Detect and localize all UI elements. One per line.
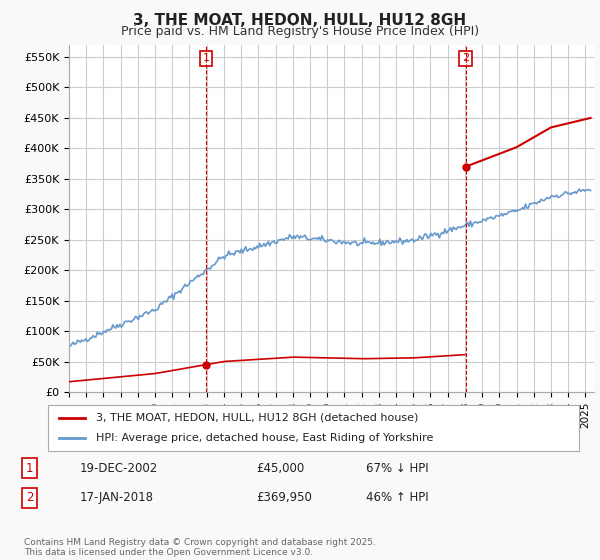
Text: 3, THE MOAT, HEDON, HULL, HU12 8GH (detached house): 3, THE MOAT, HEDON, HULL, HU12 8GH (deta… — [96, 413, 418, 423]
Text: Contains HM Land Registry data © Crown copyright and database right 2025.
This d: Contains HM Land Registry data © Crown c… — [24, 538, 376, 557]
Text: 1: 1 — [26, 462, 33, 475]
Text: Price paid vs. HM Land Registry's House Price Index (HPI): Price paid vs. HM Land Registry's House … — [121, 25, 479, 38]
Text: 3, THE MOAT, HEDON, HULL, HU12 8GH: 3, THE MOAT, HEDON, HULL, HU12 8GH — [133, 13, 467, 28]
Text: HPI: Average price, detached house, East Riding of Yorkshire: HPI: Average price, detached house, East… — [96, 433, 433, 443]
Text: £369,950: £369,950 — [256, 491, 312, 504]
Text: 46% ↑ HPI: 46% ↑ HPI — [366, 491, 429, 504]
Text: £45,000: £45,000 — [256, 462, 304, 475]
Text: 1: 1 — [203, 54, 209, 63]
Text: 2: 2 — [26, 491, 33, 504]
Text: 2: 2 — [462, 54, 469, 63]
Text: 17-JAN-2018: 17-JAN-2018 — [79, 491, 153, 504]
Text: 19-DEC-2002: 19-DEC-2002 — [79, 462, 157, 475]
Text: 67% ↓ HPI: 67% ↓ HPI — [366, 462, 429, 475]
FancyBboxPatch shape — [48, 405, 579, 451]
